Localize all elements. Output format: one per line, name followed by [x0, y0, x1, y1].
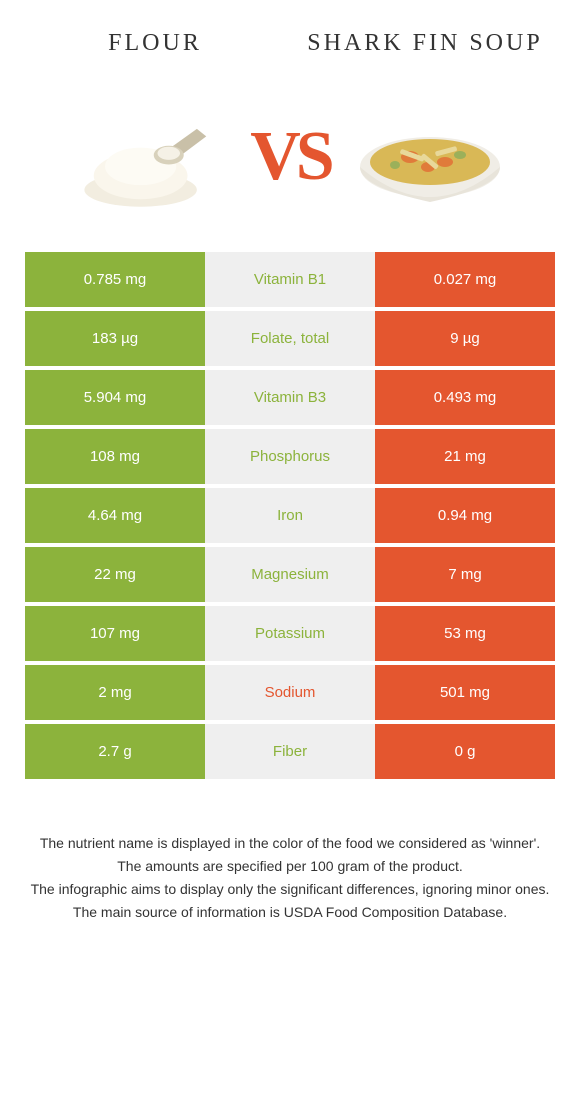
nutrient-name: Fiber	[205, 724, 375, 779]
right-value: 0.027 mg	[375, 252, 555, 307]
nutrient-table: 0.785 mgVitamin B10.027 mg183 µgFolate, …	[0, 252, 580, 779]
right-food-title: SHARK FIN SOUP	[290, 30, 560, 57]
left-value: 22 mg	[25, 547, 205, 602]
left-value: 108 mg	[25, 429, 205, 484]
vs-label: VS	[250, 117, 329, 197]
nutrient-name: Iron	[205, 488, 375, 543]
right-value: 21 mg	[375, 429, 555, 484]
nutrient-row: 22 mgMagnesium7 mg	[25, 547, 555, 602]
nutrient-row: 183 µgFolate, total9 µg	[25, 311, 555, 366]
nutrient-row: 5.904 mgVitamin B30.493 mg	[25, 370, 555, 425]
nutrient-name: Magnesium	[205, 547, 375, 602]
flour-image	[70, 92, 230, 222]
right-value: 0.493 mg	[375, 370, 555, 425]
right-value: 501 mg	[375, 665, 555, 720]
footer-line-2: The amounts are specified per 100 gram o…	[25, 856, 555, 877]
left-value: 2.7 g	[25, 724, 205, 779]
footer-line-4: The main source of information is USDA F…	[25, 902, 555, 923]
left-value: 2 mg	[25, 665, 205, 720]
nutrient-name: Vitamin B3	[205, 370, 375, 425]
left-food-title: FLOUR	[20, 30, 290, 57]
soup-image	[350, 92, 510, 222]
nutrient-name: Vitamin B1	[205, 252, 375, 307]
right-value: 9 µg	[375, 311, 555, 366]
nutrient-row: 0.785 mgVitamin B10.027 mg	[25, 252, 555, 307]
nutrient-row: 108 mgPhosphorus21 mg	[25, 429, 555, 484]
hero-row: VS	[0, 72, 580, 252]
nutrient-row: 4.64 mgIron0.94 mg	[25, 488, 555, 543]
nutrient-row: 2 mgSodium501 mg	[25, 665, 555, 720]
nutrient-row: 107 mgPotassium53 mg	[25, 606, 555, 661]
left-value: 0.785 mg	[25, 252, 205, 307]
left-value: 183 µg	[25, 311, 205, 366]
nutrient-name: Sodium	[205, 665, 375, 720]
nutrient-name: Phosphorus	[205, 429, 375, 484]
right-value: 0.94 mg	[375, 488, 555, 543]
right-value: 53 mg	[375, 606, 555, 661]
nutrient-name: Folate, total	[205, 311, 375, 366]
footer-notes: The nutrient name is displayed in the co…	[0, 783, 580, 923]
left-value: 107 mg	[25, 606, 205, 661]
header: FLOUR SHARK FIN SOUP	[0, 0, 580, 72]
footer-line-3: The infographic aims to display only the…	[25, 879, 555, 900]
nutrient-row: 2.7 gFiber0 g	[25, 724, 555, 779]
right-value: 0 g	[375, 724, 555, 779]
left-value: 4.64 mg	[25, 488, 205, 543]
nutrient-name: Potassium	[205, 606, 375, 661]
right-value: 7 mg	[375, 547, 555, 602]
footer-line-1: The nutrient name is displayed in the co…	[25, 833, 555, 854]
left-value: 5.904 mg	[25, 370, 205, 425]
